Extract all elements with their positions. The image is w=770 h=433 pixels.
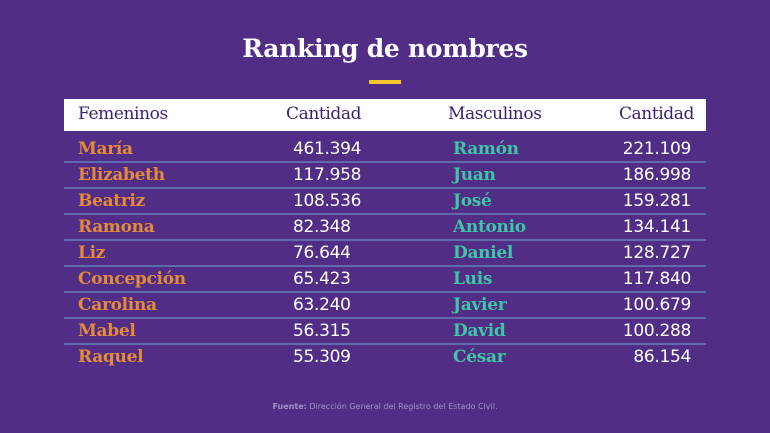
male-name: Ramón xyxy=(453,139,519,159)
female-name: María xyxy=(78,139,133,159)
female-name: Elizabeth xyxy=(78,165,165,185)
source-label: Fuente: xyxy=(272,402,307,411)
female-name: Carolina xyxy=(78,295,157,315)
female-count: 55.309 xyxy=(293,347,351,367)
table-row: María 461.394 Ramón 221.109 xyxy=(64,137,706,163)
source-note: Fuente: Dirección General del Registro d… xyxy=(0,402,770,411)
male-count: 117.840 xyxy=(622,269,692,289)
table-body: María 461.394 Ramón 221.109 Elizabeth 11… xyxy=(64,137,706,371)
female-count: 56.315 xyxy=(293,321,351,341)
female-name: Liz xyxy=(78,243,106,263)
title-underline-accent xyxy=(369,80,401,84)
male-name: Javier xyxy=(453,295,507,315)
table-header: Femeninos Cantidad Masculinos Cantidad xyxy=(64,99,706,131)
male-name: Juan xyxy=(453,165,496,185)
male-count: 86.154 xyxy=(633,347,691,367)
male-name: César xyxy=(453,347,506,367)
header-cantidad-female: Cantidad xyxy=(286,104,362,124)
male-count: 100.679 xyxy=(622,295,692,315)
male-name: Luis xyxy=(453,269,493,289)
female-name: Beatriz xyxy=(78,191,146,211)
table-row: Carolina 63.240 Javier 100.679 xyxy=(64,293,706,319)
table-row: Beatriz 108.536 José 159.281 xyxy=(64,189,706,215)
male-name: Antonio xyxy=(453,217,526,237)
table-row: Elizabeth 117.958 Juan 186.998 xyxy=(64,163,706,189)
male-count: 128.727 xyxy=(622,243,692,263)
male-count: 159.281 xyxy=(622,191,692,211)
male-count: 186.998 xyxy=(622,165,692,185)
female-count: 108.536 xyxy=(293,191,362,211)
female-count: 76.644 xyxy=(293,243,351,263)
male-count: 100.288 xyxy=(622,321,692,341)
header-cantidad-male: Cantidad xyxy=(618,104,694,124)
female-count: 461.394 xyxy=(293,139,362,159)
header-masculinos: Masculinos xyxy=(448,104,542,124)
page-title: Ranking de nombres xyxy=(242,34,528,63)
header-femeninos: Femeninos xyxy=(78,104,168,124)
male-name: José xyxy=(453,191,492,211)
female-count: 63.240 xyxy=(293,295,351,315)
female-name: Mabel xyxy=(78,321,136,341)
table-row: Mabel 56.315 David 100.288 xyxy=(64,319,706,345)
table-row: Liz 76.644 Daniel 128.727 xyxy=(64,241,706,267)
table-row: Ramona 82.348 Antonio 134.141 xyxy=(64,215,706,241)
female-count: 82.348 xyxy=(293,217,351,237)
male-name: David xyxy=(453,321,506,341)
male-name: Daniel xyxy=(453,243,514,263)
female-name: Concepción xyxy=(78,269,186,289)
female-count: 117.958 xyxy=(293,165,362,185)
table-row: Concepción 65.423 Luis 117.840 xyxy=(64,267,706,293)
male-count: 134.141 xyxy=(622,217,692,237)
source-text: Dirección General del Registro del Estad… xyxy=(306,402,498,411)
female-count: 65.423 xyxy=(293,269,351,289)
male-count: 221.109 xyxy=(622,139,692,159)
female-name: Raquel xyxy=(78,347,144,367)
table-row: Raquel 55.309 César 86.154 xyxy=(64,345,706,371)
female-name: Ramona xyxy=(78,217,155,237)
